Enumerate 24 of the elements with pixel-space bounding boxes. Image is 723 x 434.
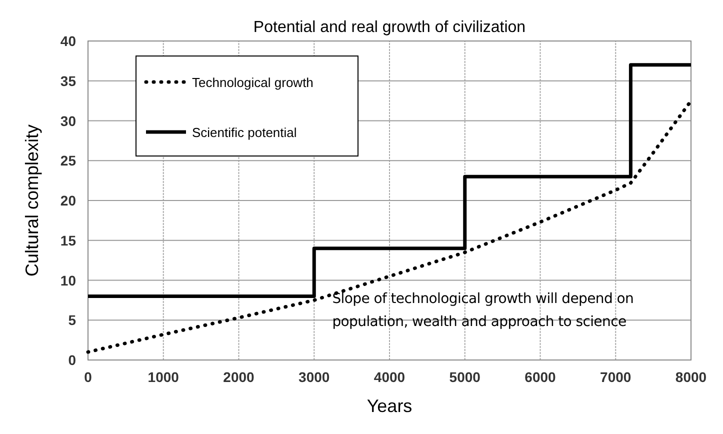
x-tick-label: 0	[84, 369, 92, 385]
y-axis-title: Cultural complexity	[22, 124, 42, 277]
x-tick-label: 4000	[374, 369, 406, 385]
x-tick-label: 2000	[223, 369, 255, 385]
y-tick-label: 25	[60, 152, 76, 169]
x-tick-label: 1000	[148, 369, 180, 385]
x-tick-label: 5000	[449, 369, 481, 385]
y-tick-label: 20	[60, 192, 76, 208]
legend-label: Technological growth	[192, 75, 314, 90]
y-tick-label: 40	[60, 33, 76, 49]
y-tick-label: 30	[60, 112, 76, 129]
chart-title: Potential and real growth of civilization	[253, 19, 526, 36]
y-tick-label: 5	[68, 312, 76, 328]
x-tick-label: 3000	[298, 369, 330, 385]
legend-label: Scientific potential	[192, 125, 297, 140]
y-tick-label: 35	[60, 72, 76, 89]
y-tick-label: 15	[60, 232, 76, 248]
x-tick-label: 6000	[524, 369, 556, 385]
x-tick-label: 8000	[675, 369, 707, 385]
x-axis-title: Years	[366, 396, 412, 416]
x-tick-label: 7000	[600, 369, 632, 385]
annotation: Slope of technological growth will depend on population, wealth and approach to science	[332, 290, 635, 332]
y-tick-label: 10	[60, 272, 76, 288]
y-tick-label: 0	[68, 352, 76, 368]
